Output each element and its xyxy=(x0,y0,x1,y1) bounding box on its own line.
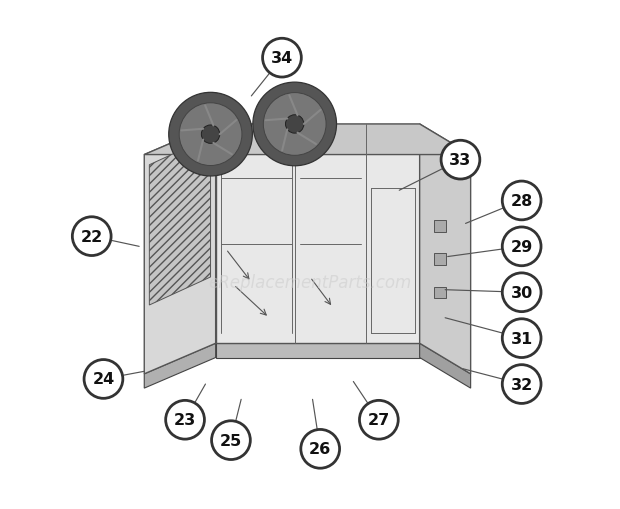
Circle shape xyxy=(202,126,219,144)
Circle shape xyxy=(502,319,541,358)
Polygon shape xyxy=(144,125,471,155)
Circle shape xyxy=(73,217,111,256)
Polygon shape xyxy=(144,344,216,388)
Text: 22: 22 xyxy=(81,229,103,244)
Circle shape xyxy=(502,273,541,312)
Text: 23: 23 xyxy=(174,412,196,428)
Text: 29: 29 xyxy=(510,239,533,254)
Polygon shape xyxy=(149,137,211,305)
Text: 24: 24 xyxy=(92,372,115,387)
Circle shape xyxy=(502,228,541,266)
Text: eReplacementParts.com: eReplacementParts.com xyxy=(208,273,412,292)
Circle shape xyxy=(285,116,304,134)
Circle shape xyxy=(166,401,205,439)
Polygon shape xyxy=(420,344,471,388)
Circle shape xyxy=(179,104,242,166)
Text: 25: 25 xyxy=(220,433,242,448)
Bar xyxy=(434,287,446,298)
Bar xyxy=(434,254,446,265)
Circle shape xyxy=(253,83,337,166)
Circle shape xyxy=(502,182,541,220)
Text: 27: 27 xyxy=(368,412,390,428)
Circle shape xyxy=(360,401,398,439)
Text: 32: 32 xyxy=(510,377,533,392)
Text: 30: 30 xyxy=(510,285,533,300)
Circle shape xyxy=(301,430,340,468)
Circle shape xyxy=(169,93,252,177)
Circle shape xyxy=(502,365,541,404)
Polygon shape xyxy=(420,125,471,374)
Text: 34: 34 xyxy=(271,51,293,66)
Text: 31: 31 xyxy=(510,331,533,346)
Circle shape xyxy=(264,94,326,156)
Circle shape xyxy=(441,141,480,180)
Text: 33: 33 xyxy=(450,153,472,168)
Text: 26: 26 xyxy=(309,441,331,457)
Circle shape xyxy=(211,421,250,460)
Polygon shape xyxy=(216,125,420,344)
Polygon shape xyxy=(216,344,420,358)
Circle shape xyxy=(84,360,123,399)
Circle shape xyxy=(262,39,301,78)
Bar xyxy=(434,221,446,232)
Polygon shape xyxy=(144,125,216,374)
Text: 28: 28 xyxy=(510,193,533,209)
